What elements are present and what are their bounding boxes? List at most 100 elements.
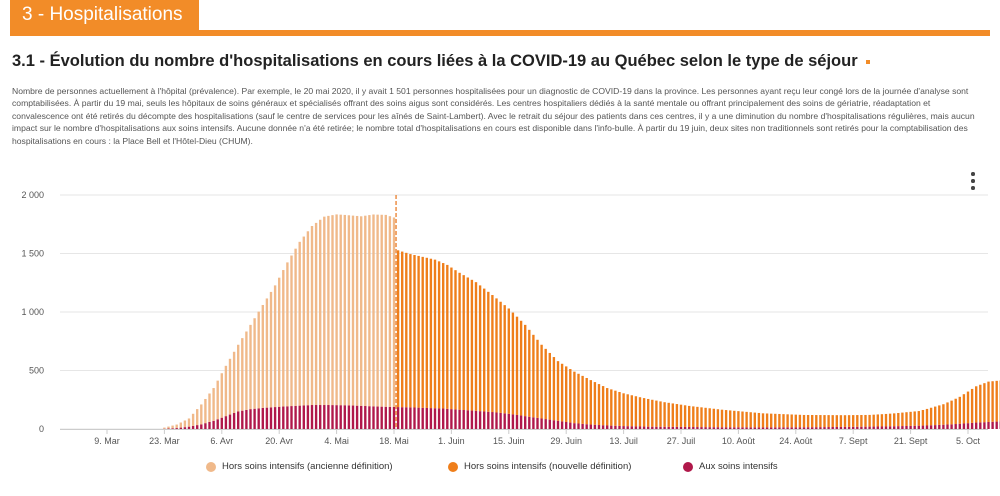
bar-icu [478,411,482,429]
bar-new-definition [823,415,826,428]
bar-icu [585,424,588,429]
bar-new-definition [770,413,773,428]
legend-item-new-definition[interactable]: Hors soins intensifs (nouvelle définitio… [448,461,631,472]
bar-new-definition [888,413,892,427]
chart-description: Nombre de personnes actuellement à l'hôp… [12,86,975,146]
bar-old-definition [388,216,392,407]
bar-new-definition [729,410,732,428]
y-tick-label: 500 [29,366,44,376]
bar-old-definition [220,373,223,418]
bar-icu [634,426,638,429]
bar-icu [388,406,392,429]
bar-old-definition [224,365,228,417]
chart-menu-icon[interactable] [966,172,980,190]
bar-icu [511,414,515,429]
bar-old-definition [265,298,269,408]
bar-icu [909,425,912,429]
bar-new-definition [864,414,867,427]
y-tick-label: 0 [39,424,44,434]
bar-new-definition [474,282,478,411]
bar-icu [483,411,486,429]
chart-title-text: 3.1 - Évolution du nombre d'hospitalisat… [12,52,858,70]
bar-old-definition [179,422,182,428]
bar-icu [503,413,506,429]
bar-icu [745,427,748,429]
x-tick-label: 10. Août [722,436,756,446]
bar-old-definition [347,215,351,406]
bar-new-definition [470,279,474,411]
bar-old-definition [323,216,326,406]
bar-old-definition [171,425,174,429]
bar-new-definition [663,402,666,427]
bar-new-definition [696,406,699,428]
bar-new-definition [532,334,535,418]
bar-icu [692,426,695,429]
bar-icu [544,419,547,429]
bar-new-definition [921,409,925,426]
bar-icu [975,422,978,429]
legend-item-icu[interactable]: Aux soins intensifs [683,461,778,472]
bar-new-definition [765,413,769,428]
bar-new-definition [958,396,961,424]
bar-icu [835,426,838,429]
bar-icu [364,406,367,429]
bar-icu [495,412,498,429]
bar-new-definition [638,397,642,427]
bar-new-definition [425,257,428,408]
bar-new-definition [979,384,982,423]
bar-icu [261,407,264,429]
bar-icu [921,425,925,429]
bar-icu [688,426,691,429]
bar-new-definition [683,405,687,427]
bar-old-definition [327,215,330,406]
bar-icu [253,408,256,429]
bar-icu [257,408,260,429]
bar-icu [618,425,621,429]
bar-old-definition [331,215,334,406]
bar-icu [310,405,314,429]
bar-new-definition [708,408,711,428]
title-marker-icon [865,59,870,64]
bar-icu [392,407,396,429]
legend-label-icu: Aux soins intensifs [699,461,778,472]
bar-new-definition [880,414,884,427]
bar-old-definition [241,338,244,411]
bar-old-definition [360,216,363,406]
bar-new-definition [647,398,650,427]
bar-icu [515,414,519,429]
bar-old-definition [261,304,264,408]
bar-old-definition [273,285,277,408]
bar-icu [450,409,453,429]
bar-icu [962,423,966,429]
bar-icu [757,427,761,429]
bar-new-definition [454,270,457,410]
bar-icu [765,427,769,429]
bar-icu [647,426,650,429]
bar-new-definition [536,339,539,418]
bar-new-definition [872,414,875,427]
bar-new-definition [868,414,871,427]
bar-icu [954,424,957,429]
legend-item-old-definition[interactable]: Hors soins intensifs (ancienne définitio… [206,461,393,472]
bar-icu [741,427,744,429]
bar-icu [286,406,289,429]
bar-icu [470,410,474,429]
bar-icu [220,417,223,429]
bar-icu [224,416,228,429]
x-tick-label: 24. Août [779,436,813,446]
bar-icu [290,406,293,429]
bar-icu [384,406,387,429]
bar-icu [782,427,785,429]
bar-new-definition [487,291,490,412]
bar-icu [314,405,318,429]
bar-icu [806,427,810,429]
bar-icu [278,406,281,429]
bar-icu [811,427,814,429]
bar-icu [216,419,219,429]
bar-new-definition [409,254,412,408]
bar-new-definition [519,320,523,416]
bar-new-definition [655,400,658,427]
bar-icu [888,426,892,429]
bar-new-definition [478,285,482,412]
bar-icu [499,412,502,429]
